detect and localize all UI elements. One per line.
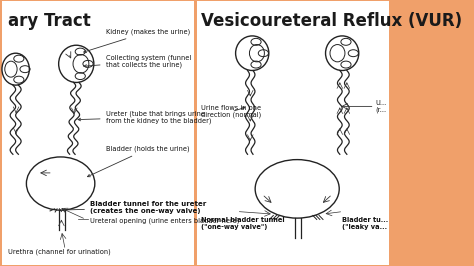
Text: U...
(r...: U... (r... bbox=[375, 100, 387, 113]
Text: Bladder (holds the urine): Bladder (holds the urine) bbox=[87, 146, 189, 177]
Text: Vesicoureteral Reflux (VUR): Vesicoureteral Reflux (VUR) bbox=[201, 12, 463, 30]
Text: Collecting system (funnel
that collects the urine): Collecting system (funnel that collects … bbox=[84, 54, 191, 68]
FancyBboxPatch shape bbox=[2, 1, 193, 265]
Text: Normal bladder tunnel
("one-way valve"): Normal bladder tunnel ("one-way valve") bbox=[201, 217, 285, 230]
Text: Ureteral opening (urine enters bladder here): Ureteral opening (urine enters bladder h… bbox=[90, 218, 239, 224]
Text: Urethra (channel for urination): Urethra (channel for urination) bbox=[8, 249, 110, 255]
Text: ary Tract: ary Tract bbox=[8, 12, 91, 30]
FancyBboxPatch shape bbox=[198, 1, 389, 265]
Text: Kidney (makes the urine): Kidney (makes the urine) bbox=[84, 29, 190, 53]
Text: Ureter (tube that brings urine
from the kidney to the bladder): Ureter (tube that brings urine from the … bbox=[78, 110, 211, 124]
Text: Bladder tu...
("leaky va...: Bladder tu... ("leaky va... bbox=[342, 217, 388, 230]
Text: Urine flows in one
direction (normal): Urine flows in one direction (normal) bbox=[201, 105, 262, 118]
Text: Bladder tunnel for the ureter
(creates the one-way valve): Bladder tunnel for the ureter (creates t… bbox=[63, 201, 206, 214]
